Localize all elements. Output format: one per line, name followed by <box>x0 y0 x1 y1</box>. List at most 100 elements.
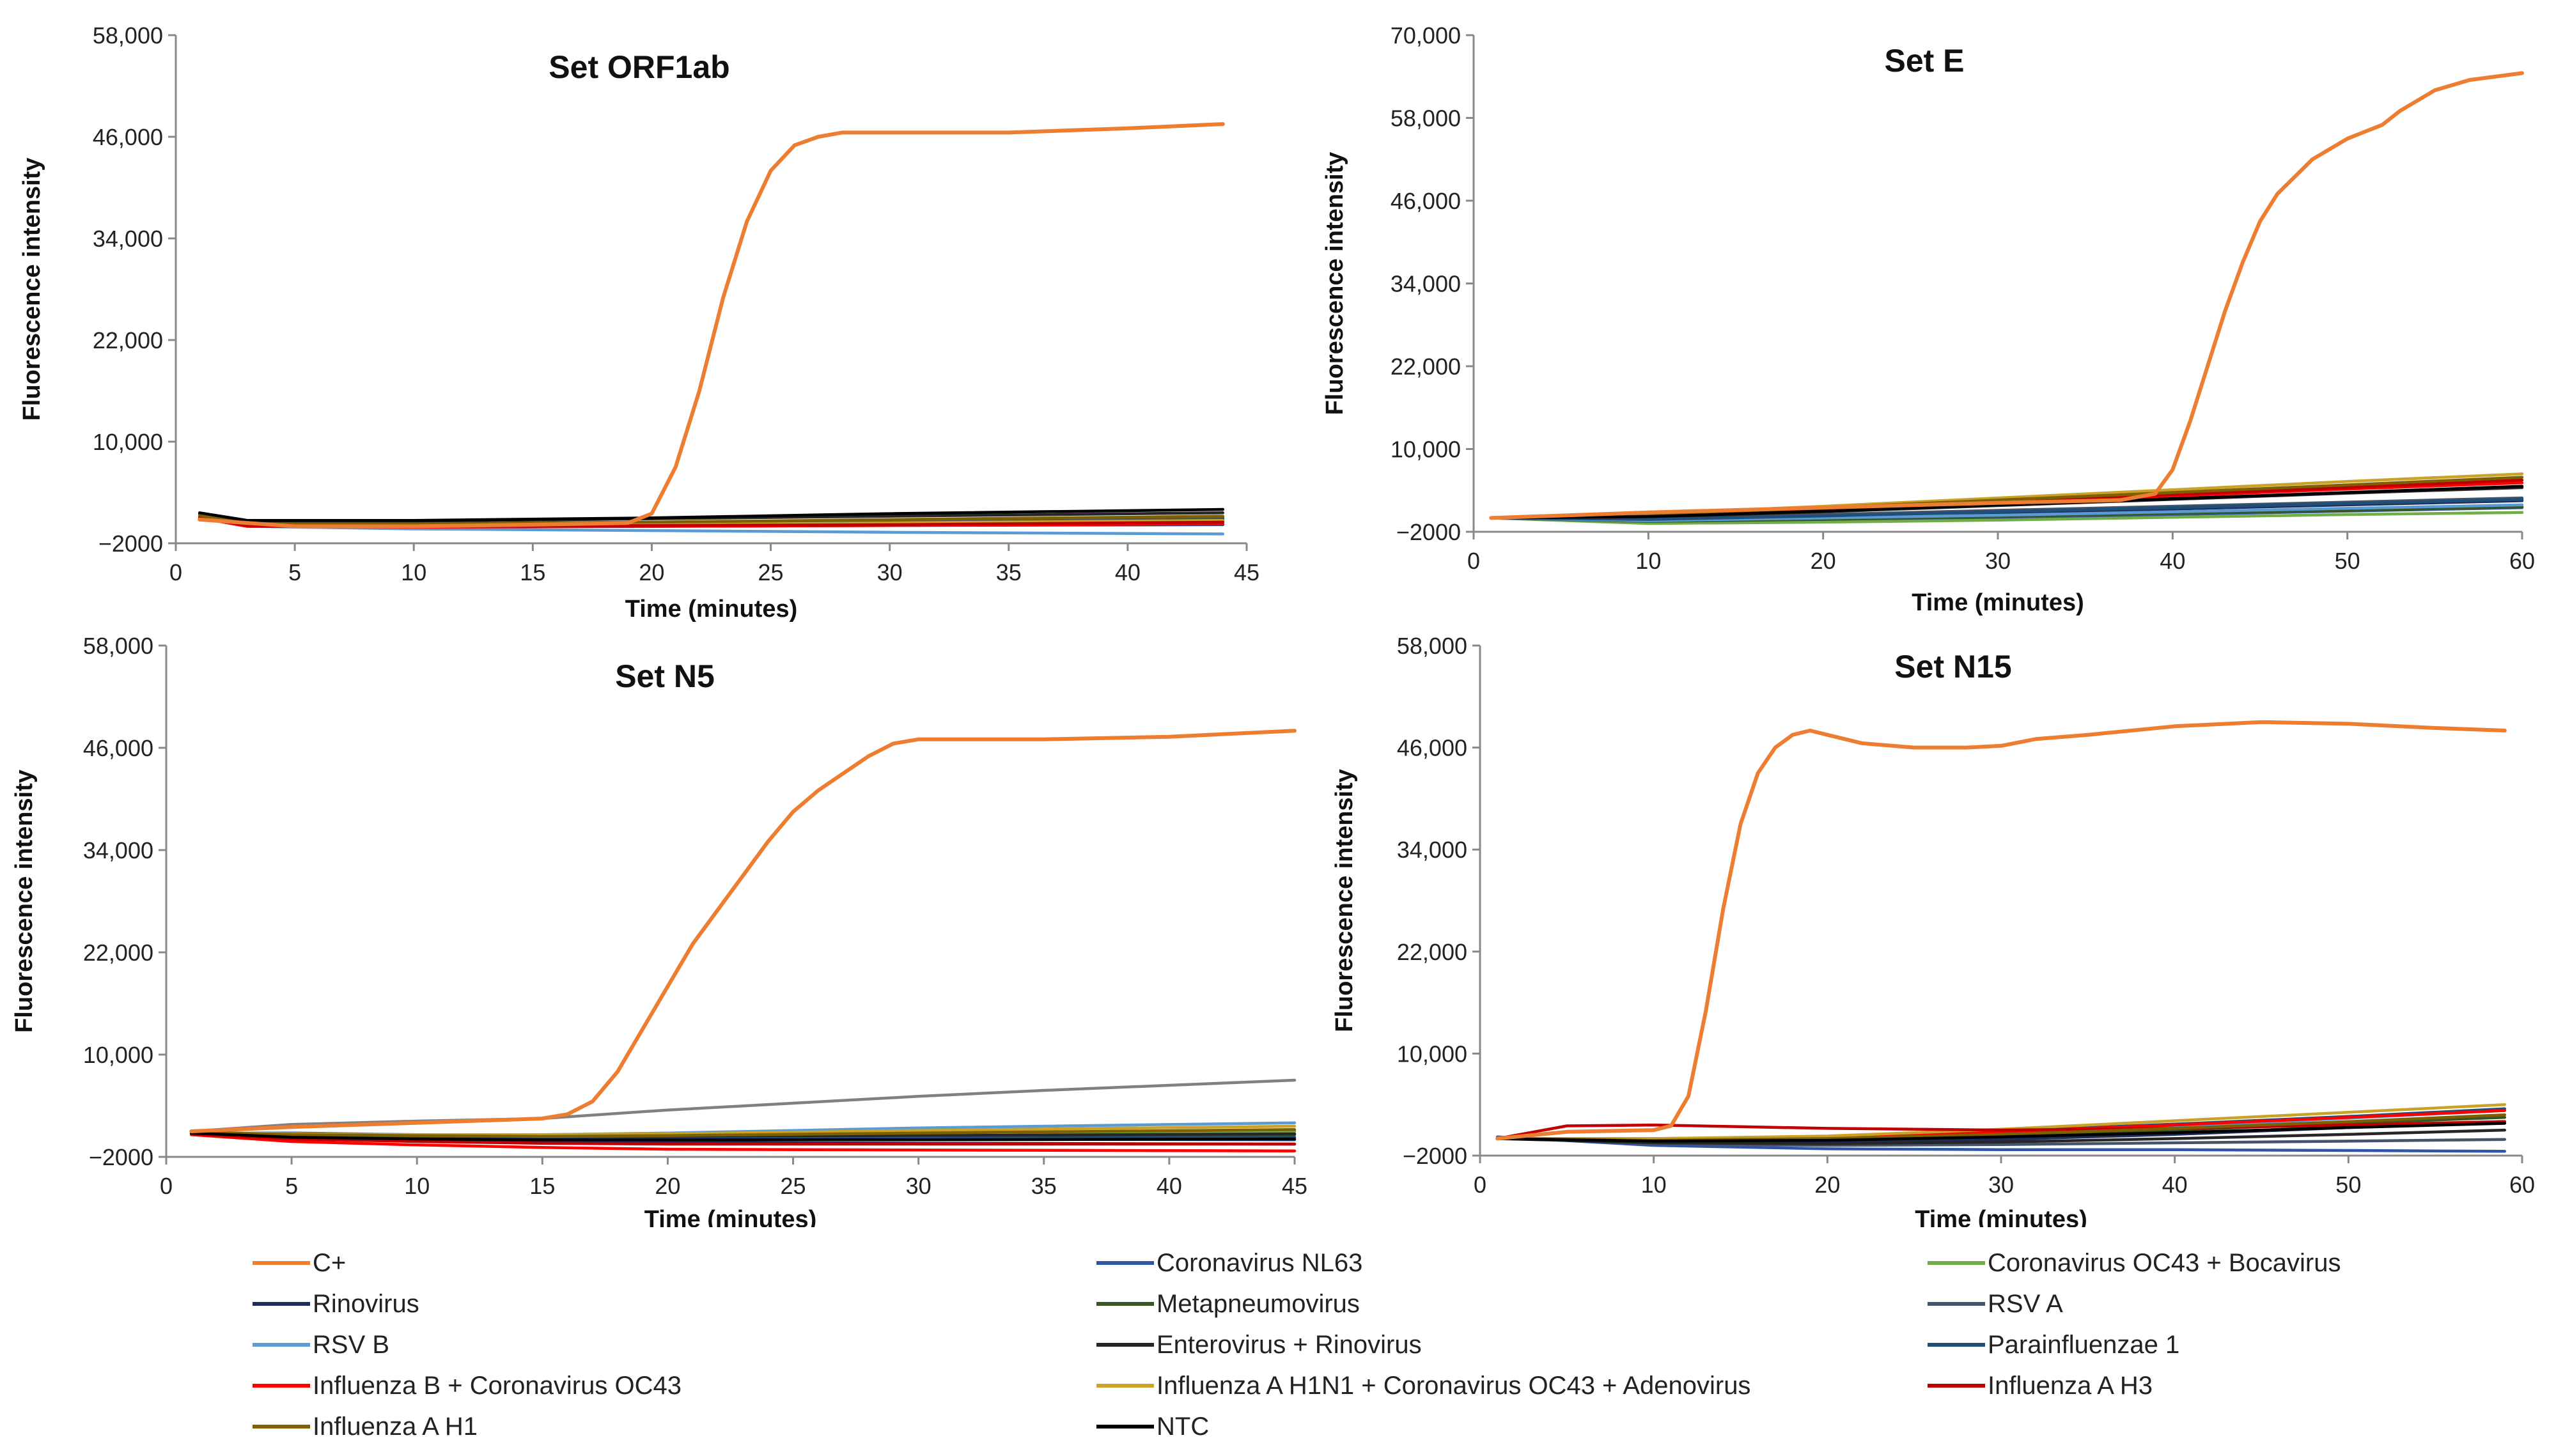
x-tick-label: 20 <box>1814 1172 1840 1198</box>
legend-item: RSV B <box>253 1325 389 1365</box>
series-line-influenza-b-coronavirus-oc43 <box>189 1133 1297 1152</box>
y-tick-label: 34,000 <box>1391 271 1461 297</box>
legend-item: Influenza B + Coronavirus OC43 <box>253 1366 682 1406</box>
series-line-coronavirus-nl63 <box>1495 1135 2507 1153</box>
legend-swatch <box>253 1384 310 1388</box>
y-tick-label: 10,000 <box>1397 1041 1467 1067</box>
y-tick-label: −2000 <box>89 1144 153 1170</box>
x-tick-label: 60 <box>2509 548 2535 574</box>
y-tick-label: −2000 <box>1396 519 1461 545</box>
charts-canvas: −2000 10,000 22,000 34,000 46,000 58,000 0 5 10 1… <box>11 22 2535 1227</box>
y-tick-label: 46,000 <box>1397 735 1467 761</box>
x-tick-label: 10 <box>404 1173 430 1199</box>
series-line-influenza-a-h3 <box>189 1132 1297 1146</box>
x-tick-label: 35 <box>996 559 1022 585</box>
legend-label: C+ <box>313 1248 347 1277</box>
legend-label: Influenza A H1N1 + Coronavirus OC43 + Ad… <box>1157 1371 1751 1400</box>
legend-item: Influenza A H1 <box>253 1407 478 1446</box>
legend-label: RSV B <box>313 1330 390 1359</box>
x-tick-label: 20 <box>1811 548 1836 574</box>
x-tick-label: 45 <box>1234 559 1259 585</box>
chart-set-orf1ab: −2000 10,000 22,000 34,000 46,000 58,000 0 5 10 1… <box>19 22 1259 623</box>
legend-label: Influenza A H1 <box>313 1412 478 1441</box>
y-tick-label: 34,000 <box>83 837 153 864</box>
x-tick-label: 40 <box>2160 548 2185 574</box>
y-tick-label: 10,000 <box>83 1042 153 1068</box>
x-tick-label: 0 <box>1467 548 1480 574</box>
x-tick-label: 60 <box>2509 1172 2535 1198</box>
legend-item: NTC <box>1096 1407 1209 1446</box>
y-tick-label: 22,000 <box>1397 939 1467 965</box>
y-tick-label: −2000 <box>1403 1143 1467 1169</box>
x-axis-label: Time (minutes) <box>625 596 798 623</box>
series-line-coronavirus-oc43-bocavirus <box>1490 511 2524 525</box>
series-line-rsv-a <box>189 1078 1297 1133</box>
legend-swatch <box>1928 1343 1985 1347</box>
x-tick-label: 0 <box>1474 1172 1486 1198</box>
x-tick-label: 10 <box>1635 548 1661 574</box>
legend-label: Influenza A H3 <box>1988 1371 2153 1400</box>
x-tick-label: 30 <box>877 559 903 585</box>
x-tick-label: 50 <box>2335 548 2360 574</box>
legend-label: NTC <box>1157 1412 1210 1441</box>
legend-swatch <box>1096 1384 1154 1388</box>
y-axis-label: Fluorescence intensity <box>19 158 45 421</box>
y-tick-label: 46,000 <box>1391 188 1461 214</box>
legend-swatch <box>253 1302 310 1306</box>
y-tick-label: 46,000 <box>83 735 153 761</box>
y-tick-label: 58,000 <box>1397 633 1467 659</box>
x-axis-label: Time (minutes) <box>1915 1206 2087 1227</box>
series-line-ntc <box>198 507 1225 522</box>
x-tick-label: 10 <box>401 559 426 585</box>
series-line-enterovirus-rinovirus <box>1495 1128 2507 1145</box>
chart-title: Set ORF1ab <box>549 49 729 85</box>
legend-item: C+ <box>253 1243 346 1283</box>
series-line-c <box>198 122 1225 529</box>
x-tick-label: 30 <box>1988 1172 2014 1198</box>
series-line-influenza-a-h1 <box>1490 476 2524 520</box>
y-tick-label: 46,000 <box>93 124 163 150</box>
x-tick-label: 50 <box>2335 1172 2361 1198</box>
legend: C+ Rinovirus RSV B Influenza B + Coronav… <box>253 1243 2529 1448</box>
chart-set-n5: −2000 10,000 22,000 34,000 46,000 58,000 0 5 10 1… <box>11 633 1307 1227</box>
x-tick-label: 15 <box>520 559 545 585</box>
legend-label: Coronavirus OC43 + Bocavirus <box>1988 1248 2341 1277</box>
x-tick-label: 0 <box>160 1173 173 1199</box>
x-tick-label: 25 <box>758 559 784 585</box>
legend-item: Influenza A H1N1 + Coronavirus OC43 + Ad… <box>1096 1366 1750 1406</box>
legend-swatch <box>1096 1261 1154 1265</box>
series-line-ntc <box>1490 484 2524 520</box>
chart-title: Set N5 <box>615 658 715 694</box>
y-tick-label: 34,000 <box>93 226 163 252</box>
legend-item: RSV A <box>1928 1284 2063 1324</box>
y-tick-label: −2000 <box>98 531 163 557</box>
legend-swatch <box>1096 1302 1154 1306</box>
x-axis-label: Time (minutes) <box>644 1206 817 1227</box>
chart-title: Set E <box>1884 43 1964 79</box>
y-tick-label: 10,000 <box>1391 437 1461 463</box>
legend-label: Influenza B + Coronavirus OC43 <box>313 1371 682 1400</box>
x-tick-label: 20 <box>655 1173 680 1199</box>
y-axis-label: Fluorescence intensity <box>11 770 38 1033</box>
legend-item: Rinovirus <box>253 1284 419 1324</box>
legend-swatch <box>253 1261 310 1265</box>
y-tick-label: 70,000 <box>1391 22 1461 49</box>
legend-swatch <box>253 1343 310 1347</box>
x-axis-label: Time (minutes) <box>1912 589 2084 616</box>
y-tick-label: 22,000 <box>93 327 163 353</box>
x-tick-label: 30 <box>1985 548 2011 574</box>
series-line-influenza-a-h1 <box>189 1128 1297 1138</box>
chart-title: Set N15 <box>1894 649 2011 685</box>
y-tick-label: 10,000 <box>93 429 163 455</box>
legend-item: Parainfluenzae 1 <box>1928 1325 2179 1365</box>
legend-swatch <box>1928 1261 1985 1265</box>
x-tick-label: 40 <box>1115 559 1141 585</box>
x-tick-label: 45 <box>1282 1173 1307 1199</box>
y-axis-label: Fluorescence intensity <box>1321 152 1348 415</box>
legend-label: Rinovirus <box>313 1289 419 1318</box>
chart-set-e: −2000 10,000 22,000 34,000 46,000 58,000 70,00… <box>1321 22 2535 616</box>
y-tick-label: 22,000 <box>1391 353 1461 380</box>
x-tick-label: 40 <box>2162 1172 2188 1198</box>
legend-label: Coronavirus NL63 <box>1157 1248 1363 1277</box>
x-tick-label: 5 <box>288 559 301 585</box>
